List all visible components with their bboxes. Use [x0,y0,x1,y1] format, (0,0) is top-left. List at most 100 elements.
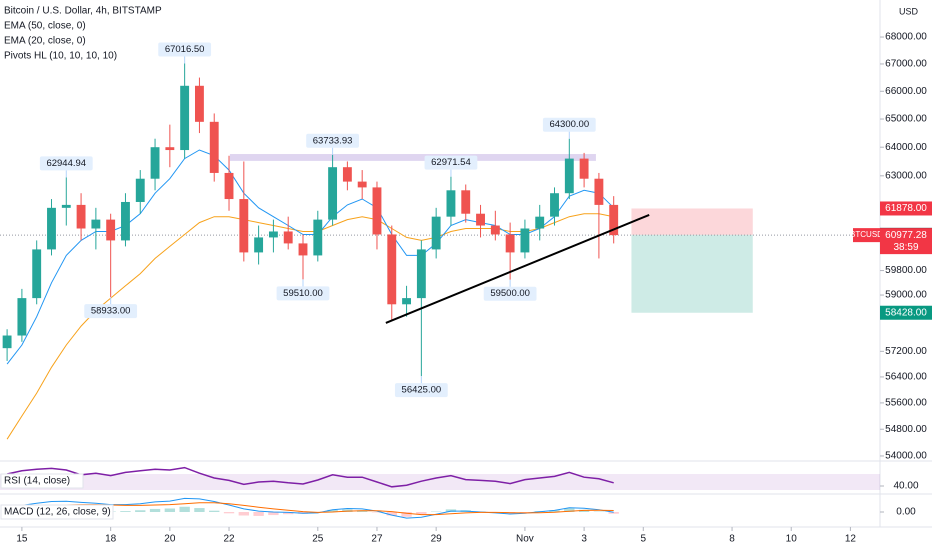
candle-body [91,219,101,229]
y-tick-label: 56400.00 [885,372,927,383]
candle-body [313,219,323,256]
candle-body [328,167,338,220]
macd-histogram-bar [564,508,575,512]
macd-histogram-bar [223,512,235,514]
y-tick-label: 59000.00 [885,290,927,301]
candle-body [180,85,190,151]
legend-symbol: Bitcoin / U.S. Dollar, 4h, BITSTAMP [4,6,162,17]
candle-body [550,193,559,217]
y-tick-label: 63000.00 [885,170,927,181]
macd-histogram-bar [120,511,131,512]
macd-histogram-bar [401,512,412,517]
macd-histogram-bar [327,509,338,512]
pivot-label: 59510.00 [283,288,323,299]
last-price-bg [880,228,932,255]
x-tick-label: 20 [164,534,176,545]
candle-body [357,181,367,188]
candle-body [505,234,515,253]
y-tick-label: 64000.00 [885,142,927,153]
rsi-line [6,466,614,488]
candle-body [209,121,219,173]
candle-body [76,204,86,229]
candle-body [32,249,42,299]
macd-histogram-bar [549,510,560,512]
trendline [385,213,650,324]
macd-histogram-bar [253,512,264,516]
y-tick-label: 55600.00 [885,398,927,409]
pivot-label-bg [542,117,596,132]
candle-body [268,231,278,238]
pivot-label-bg [394,383,448,398]
countdown: 38:59 [893,242,918,253]
stop-zone [631,208,753,235]
plot: 62944.94 58933.00 67016.50 59510.00 63733.93… [0,42,880,440]
candle-body [224,172,234,200]
candle-body [61,204,71,208]
candle-body [2,335,12,349]
candle-body [431,216,441,250]
macd-histogram-bar [608,512,619,514]
candle-body [461,190,471,214]
resistance-zone [229,154,596,161]
candle-body [446,190,456,217]
x-tick-label: 10 [786,534,798,545]
rsi-label: RSI (14, close) [4,476,70,487]
rsi-band [0,474,880,490]
candle-body [564,158,574,194]
x-tick-label: Nov [516,534,534,545]
candle-body [594,178,604,205]
candle-body [239,199,249,253]
x-tick-label: 27 [371,534,383,545]
macd-histogram-bar [149,508,161,512]
x-tick-label: 8 [729,534,735,545]
macd-macd-line [7,497,614,519]
pivot-label: 63733.93 [313,135,353,146]
candle-body [372,187,382,235]
y-tick-label: 57200.00 [885,346,927,357]
candle-body [579,158,589,179]
candle-body [47,207,56,250]
pivot-label-bg [84,304,138,319]
last-symbol-bg [853,228,880,243]
legend-ema20: EMA (20, close, 0) [4,36,86,47]
pivot-label: 59500.00 [490,288,530,299]
candle-body [254,237,264,253]
legend-ema50: EMA (50, close, 0) [4,21,86,32]
candle-body [165,147,175,151]
y-tick-label: 54000.00 [885,451,927,462]
rsi-tick-label: 40.00 [893,481,918,492]
candle-body [416,249,426,299]
candle-body [194,85,204,122]
target-zone [631,234,753,313]
candle-body [135,178,145,202]
pivot-label-bg [276,286,330,301]
candle-body [520,228,530,253]
macd-histogram-bar [209,510,220,512]
y-tick-label: 67000.00 [885,59,927,70]
candle-body [387,234,397,305]
candle-body [121,201,130,241]
x-tick-label: 3 [581,534,587,545]
x-tick-label: 25 [312,534,324,545]
candle-body [402,298,412,305]
macd-histogram-bar [135,510,146,512]
macd-tick-label: 0.00 [896,507,916,518]
macd-label-bg [0,504,114,520]
stop-label: 61878.00 [885,203,927,214]
y-tick-label: 54800.00 [885,424,927,435]
stop-label-bg [880,201,932,216]
macd-histogram-bar [194,508,205,512]
macd-histogram-bar [179,506,190,512]
macd-histogram-bar [283,512,294,515]
pivot-label: 64300.00 [549,119,589,130]
pivot-label-bg [424,155,478,170]
candle-body [298,243,308,256]
ema50-line [6,213,614,440]
pivot-label: 62944.94 [46,158,86,169]
macd-histogram-bar [386,512,397,516]
candle-body [17,298,27,336]
x-tick-label: 18 [105,534,117,545]
candle-body [106,219,116,241]
